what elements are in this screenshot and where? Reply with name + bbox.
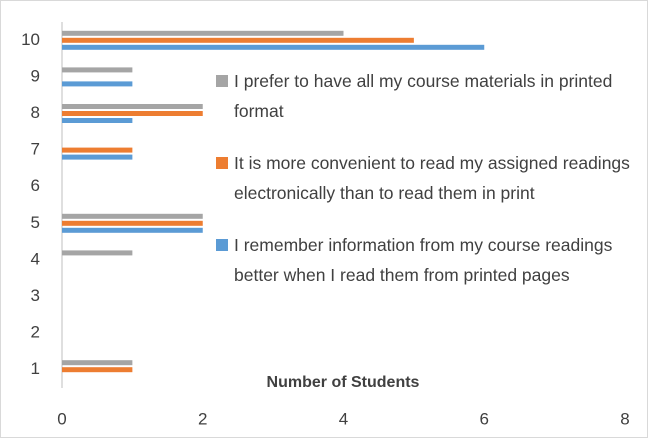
x-tick-label: 8 — [620, 409, 629, 428]
bar — [62, 81, 133, 87]
x-tick-label: 2 — [198, 409, 207, 428]
x-tick-label: 6 — [480, 409, 489, 428]
legend-swatch — [216, 157, 228, 169]
bar — [62, 67, 133, 73]
legend-entry: It is more convenient to read my assigne… — [216, 148, 636, 208]
bar — [62, 220, 203, 226]
bar — [62, 30, 344, 36]
y-tick-label: 1 — [31, 359, 40, 378]
x-tick-label: 4 — [339, 409, 348, 428]
legend-label: I remember information from my course re… — [234, 235, 613, 285]
y-tick-label: 8 — [31, 103, 40, 122]
legend-swatch — [216, 75, 228, 87]
y-tick-label: 7 — [31, 140, 40, 159]
x-tick-label: 0 — [57, 409, 66, 428]
bar — [62, 154, 133, 160]
bar — [62, 104, 203, 109]
bar — [62, 44, 485, 50]
bar — [62, 111, 203, 116]
legend-label: I prefer to have all my course materials… — [234, 71, 613, 121]
bar — [62, 213, 203, 219]
bar — [62, 227, 203, 233]
bar — [62, 37, 414, 43]
y-tick-label: 3 — [31, 286, 40, 305]
legend: I prefer to have all my course materials… — [216, 66, 636, 312]
y-tick-label: 9 — [31, 66, 40, 85]
y-tick-label: 6 — [31, 176, 40, 195]
bar — [62, 147, 133, 153]
legend-swatch — [216, 239, 228, 251]
bar — [62, 360, 133, 366]
legend-entry: I remember information from my course re… — [216, 230, 636, 290]
y-tick-label: 4 — [31, 249, 40, 268]
legend-label: It is more convenient to read my assigne… — [234, 153, 630, 203]
bar — [62, 118, 133, 123]
y-tick-label: 2 — [31, 323, 40, 342]
y-tick-label: 5 — [31, 213, 40, 232]
y-tick-label: 10 — [21, 30, 40, 49]
legend-entry: I prefer to have all my course materials… — [216, 66, 636, 126]
x-axis-label: Number of Students — [267, 374, 420, 391]
bar — [62, 367, 133, 373]
bar — [62, 250, 133, 256]
